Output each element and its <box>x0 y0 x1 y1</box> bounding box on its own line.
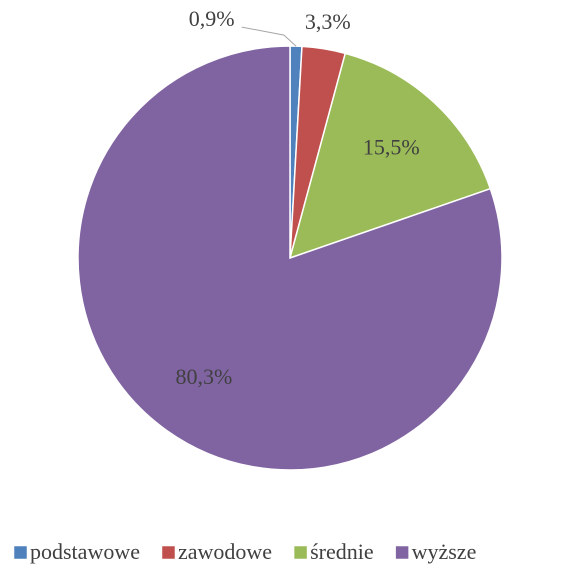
legend-swatch <box>293 545 308 560</box>
data-label: 0,9% <box>189 6 235 31</box>
legend-swatch <box>395 545 409 560</box>
data-label: 15,5% <box>363 135 420 160</box>
pie-slice <box>77 45 503 471</box>
legend-label: podstawowe <box>30 539 140 564</box>
legend-label: średnie <box>310 539 374 564</box>
legend-swatch <box>161 545 176 560</box>
pie-slice <box>288 52 492 260</box>
data-label: 80,3% <box>175 364 232 389</box>
leader-line <box>241 26 297 47</box>
legend-label: wyższe <box>412 539 477 564</box>
legend-label: zawodowe <box>178 539 272 564</box>
data-label: 3,3% <box>305 9 351 34</box>
legend-swatch <box>13 545 28 560</box>
